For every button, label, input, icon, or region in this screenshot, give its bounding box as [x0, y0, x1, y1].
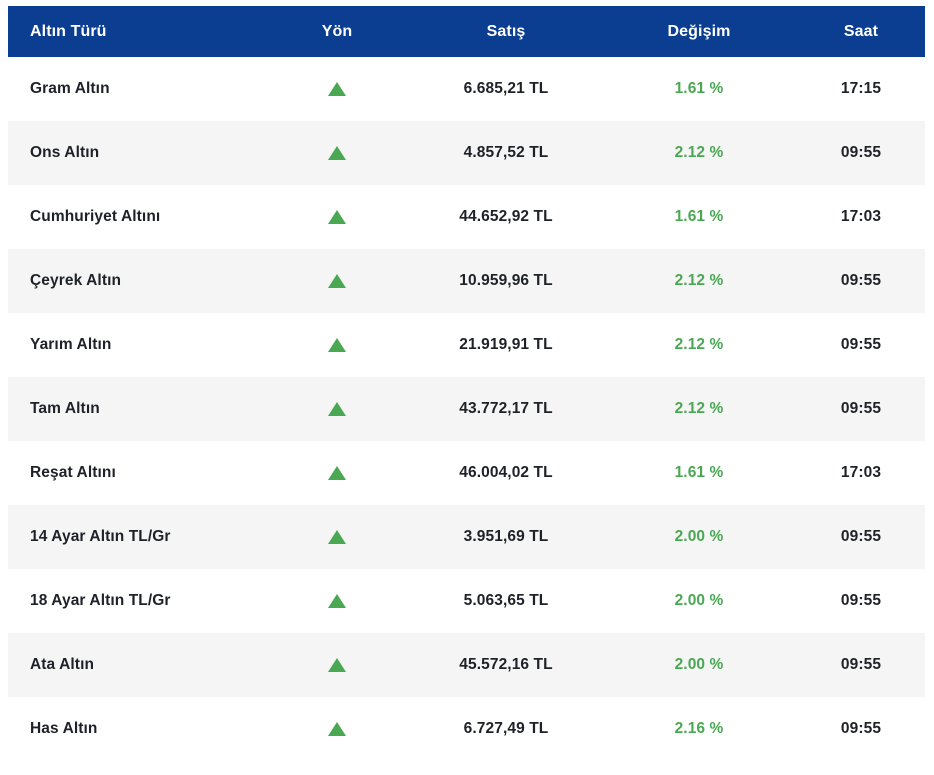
up-arrow-icon — [328, 145, 346, 160]
direction-cell — [263, 569, 411, 633]
time-cell: 09:55 — [840, 400, 882, 417]
gold-type-cell: Ata Altın — [30, 656, 95, 673]
change-cell: 1.61 % — [674, 464, 724, 481]
direction-cell — [263, 441, 411, 505]
price-cell: 44.652,92 TL — [459, 208, 553, 225]
price-cell: 3.951,69 TL — [463, 528, 549, 545]
up-arrow-icon — [328, 337, 346, 352]
table-row: Ata Altın 45.572,16 TL 2.00 % 09:55 — [8, 633, 925, 697]
gold-prices-widget: Altın Türü Yön Satış Değişim Saat Gram A… — [8, 6, 925, 761]
table-row: Tam Altın 43.772,17 TL 2.12 % 09:55 — [8, 377, 925, 441]
change-cell: 2.00 % — [674, 528, 724, 545]
direction-cell — [263, 185, 411, 249]
column-header-direction: Yön — [263, 6, 411, 57]
direction-cell — [263, 121, 411, 185]
gold-prices-table: Altın Türü Yön Satış Değişim Saat Gram A… — [8, 6, 925, 761]
time-cell: 09:55 — [840, 656, 882, 673]
gold-type-cell: Çeyrek Altın — [30, 272, 122, 289]
change-cell: 1.61 % — [674, 80, 724, 97]
gold-type-cell: Yarım Altın — [30, 336, 112, 353]
table-row: 14 Ayar Altın TL/Gr 3.951,69 TL 2.00 % 0… — [8, 505, 925, 569]
gold-type-cell: Tam Altın — [30, 400, 100, 417]
gold-type-cell: 18 Ayar Altın TL/Gr — [30, 592, 171, 609]
gold-type-cell: Cumhuriyet Altını — [30, 208, 161, 225]
column-header-gold-type: Altın Türü — [8, 6, 263, 57]
price-cell: 10.959,96 TL — [459, 272, 553, 289]
time-cell: 09:55 — [840, 720, 882, 737]
change-cell: 2.12 % — [674, 400, 724, 417]
time-cell: 09:55 — [840, 336, 882, 353]
direction-cell — [263, 377, 411, 441]
time-cell: 17:03 — [840, 464, 882, 481]
table-row: Gram Altın 6.685,21 TL 1.61 % 17:15 — [8, 57, 925, 121]
change-cell: 1.61 % — [674, 208, 724, 225]
gold-type-cell: Gram Altın — [30, 80, 110, 97]
table-row: Cumhuriyet Altını 44.652,92 TL 1.61 % 17… — [8, 185, 925, 249]
change-cell: 2.16 % — [674, 720, 724, 737]
up-arrow-icon — [328, 273, 346, 288]
up-arrow-icon — [328, 529, 346, 544]
change-cell: 2.12 % — [674, 144, 724, 161]
price-cell: 5.063,65 TL — [463, 592, 549, 609]
up-arrow-icon — [328, 593, 346, 608]
time-cell: 09:55 — [840, 144, 882, 161]
direction-cell — [263, 697, 411, 761]
price-cell: 46.004,02 TL — [459, 464, 553, 481]
price-cell: 6.727,49 TL — [463, 720, 549, 737]
table-row: 18 Ayar Altın TL/Gr 5.063,65 TL 2.00 % 0… — [8, 569, 925, 633]
up-arrow-icon — [328, 81, 346, 96]
table-header-row: Altın Türü Yön Satış Değişim Saat — [8, 6, 925, 57]
table-row: Has Altın 6.727,49 TL 2.16 % 09:55 — [8, 697, 925, 761]
table-row: Reşat Altını 46.004,02 TL 1.61 % 17:03 — [8, 441, 925, 505]
gold-type-cell: 14 Ayar Altın TL/Gr — [30, 528, 171, 545]
time-cell: 09:55 — [840, 272, 882, 289]
column-header-price: Satış — [411, 6, 601, 57]
gold-type-cell: Ons Altın — [30, 144, 100, 161]
change-cell: 2.12 % — [674, 336, 724, 353]
time-cell: 09:55 — [840, 528, 882, 545]
gold-type-cell: Reşat Altını — [30, 464, 116, 481]
gold-type-cell: Has Altın — [30, 720, 98, 737]
time-cell: 17:03 — [840, 208, 882, 225]
direction-cell — [263, 249, 411, 313]
table-row: Çeyrek Altın 10.959,96 TL 2.12 % 09:55 — [8, 249, 925, 313]
up-arrow-icon — [328, 721, 346, 736]
price-cell: 4.857,52 TL — [463, 144, 549, 161]
change-cell: 2.12 % — [674, 272, 724, 289]
time-cell: 09:55 — [840, 592, 882, 609]
change-cell: 2.00 % — [674, 656, 724, 673]
column-header-time: Saat — [797, 6, 925, 57]
up-arrow-icon — [328, 657, 346, 672]
direction-cell — [263, 313, 411, 377]
up-arrow-icon — [328, 465, 346, 480]
table-row: Yarım Altın 21.919,91 TL 2.12 % 09:55 — [8, 313, 925, 377]
price-cell: 6.685,21 TL — [463, 80, 549, 97]
price-cell: 21.919,91 TL — [459, 336, 553, 353]
up-arrow-icon — [328, 401, 346, 416]
direction-cell — [263, 57, 411, 121]
column-header-change: Değişim — [601, 6, 797, 57]
up-arrow-icon — [328, 209, 346, 224]
direction-cell — [263, 633, 411, 697]
table-row: Ons Altın 4.857,52 TL 2.12 % 09:55 — [8, 121, 925, 185]
change-cell: 2.00 % — [674, 592, 724, 609]
price-cell: 43.772,17 TL — [459, 400, 553, 417]
time-cell: 17:15 — [840, 80, 882, 97]
direction-cell — [263, 505, 411, 569]
price-cell: 45.572,16 TL — [459, 656, 553, 673]
